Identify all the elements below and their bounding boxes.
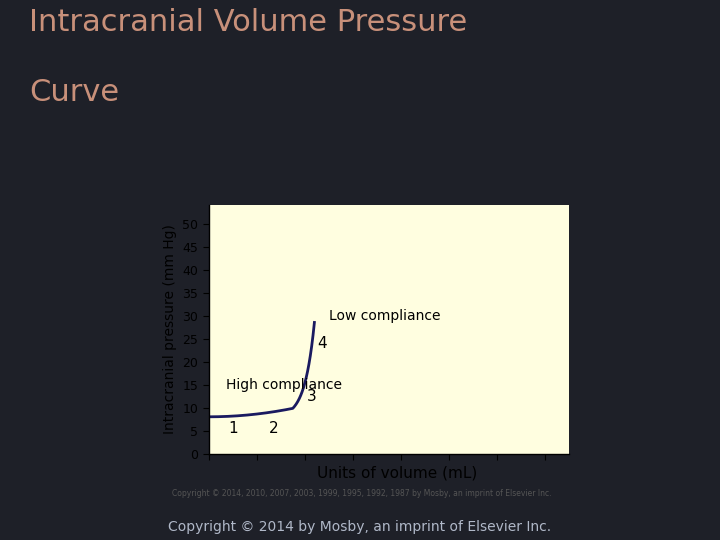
Text: 4: 4 [317,336,326,350]
Text: 2: 2 [269,421,279,436]
Text: High compliance: High compliance [225,377,341,392]
Text: 3: 3 [307,389,317,403]
Text: Copyright © 2014 by Mosby, an imprint of Elsevier Inc.: Copyright © 2014 by Mosby, an imprint of… [168,519,552,534]
Y-axis label: Intracranial pressure (mm Hg): Intracranial pressure (mm Hg) [163,225,177,434]
Text: 1: 1 [228,421,238,436]
Text: Units of volume (mL): Units of volume (mL) [317,465,477,481]
Text: Intracranial Volume Pressure: Intracranial Volume Pressure [29,8,467,37]
Text: Low compliance: Low compliance [329,308,441,322]
Text: Curve: Curve [29,78,119,107]
Text: Copyright © 2014, 2010, 2007, 2003, 1999, 1995, 1992, 1987 by Mosby, an imprint : Copyright © 2014, 2010, 2007, 2003, 1999… [172,489,552,498]
